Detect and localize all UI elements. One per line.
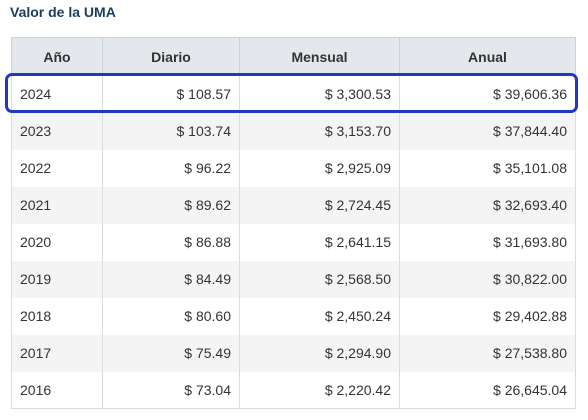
cell-year: 2021 — [11, 186, 103, 224]
cell-year: 2018 — [11, 297, 103, 335]
cell-annual: $ 26,645.04 — [399, 371, 576, 409]
cell-annual: $ 32,693.40 — [399, 186, 576, 224]
cell-annual: $ 27,538.80 — [399, 334, 576, 372]
page-title: Valor de la UMA — [10, 4, 116, 20]
table-row: 2020 $ 86.88 $ 2,641.15 $ 31,693.80 — [11, 223, 576, 261]
cell-year: 2016 — [11, 371, 103, 409]
cell-year: 2024 — [11, 75, 103, 113]
cell-year: 2023 — [11, 112, 103, 150]
table-row: 2022 $ 96.22 $ 2,925.09 $ 35,101.08 — [11, 149, 576, 187]
cell-annual: $ 29,402.88 — [399, 297, 576, 335]
table-row: 2018 $ 80.60 $ 2,450.24 $ 29,402.88 — [11, 297, 576, 335]
table-row: 2024 $ 108.57 $ 3,300.53 $ 39,606.36 — [11, 75, 576, 113]
table-row: 2021 $ 89.62 $ 2,724.45 $ 32,693.40 — [11, 186, 576, 224]
cell-daily: $ 75.49 — [102, 334, 240, 372]
cell-monthly: $ 2,294.90 — [239, 334, 400, 372]
column-header-monthly: Mensual — [239, 37, 400, 76]
table-row: 2019 $ 84.49 $ 2,568.50 $ 30,822.00 — [11, 260, 576, 298]
cell-monthly: $ 2,925.09 — [239, 149, 400, 187]
cell-monthly: $ 2,220.42 — [239, 371, 400, 409]
cell-annual: $ 39,606.36 — [399, 75, 576, 113]
cell-daily: $ 89.62 — [102, 186, 240, 224]
cell-monthly: $ 2,641.15 — [239, 223, 400, 261]
header-row: Año Diario Mensual Anual — [11, 37, 576, 76]
cell-monthly: $ 3,300.53 — [239, 75, 400, 113]
table-row: 2016 $ 73.04 $ 2,220.42 $ 26,645.04 — [11, 371, 576, 409]
cell-daily: $ 84.49 — [102, 260, 240, 298]
cell-annual: $ 37,844.40 — [399, 112, 576, 150]
table-header: Año Diario Mensual Anual — [11, 37, 576, 76]
cell-daily: $ 96.22 — [102, 149, 240, 187]
cell-annual: $ 30,822.00 — [399, 260, 576, 298]
cell-monthly: $ 2,568.50 — [239, 260, 400, 298]
table-row: 2023 $ 103.74 $ 3,153.70 $ 37,844.40 — [11, 112, 576, 150]
column-header-year: Año — [11, 37, 103, 76]
column-header-daily: Diario — [102, 37, 240, 76]
cell-daily: $ 73.04 — [102, 371, 240, 409]
cell-year: 2017 — [11, 334, 103, 372]
cell-monthly: $ 2,450.24 — [239, 297, 400, 335]
cell-annual: $ 35,101.08 — [399, 149, 576, 187]
cell-annual: $ 31,693.80 — [399, 223, 576, 261]
cell-daily: $ 103.74 — [102, 112, 240, 150]
cell-daily: $ 80.60 — [102, 297, 240, 335]
table-row: 2017 $ 75.49 $ 2,294.90 $ 27,538.80 — [11, 334, 576, 372]
cell-monthly: $ 3,153.70 — [239, 112, 400, 150]
cell-year: 2020 — [11, 223, 103, 261]
cell-daily: $ 86.88 — [102, 223, 240, 261]
column-header-annual: Anual — [399, 37, 576, 76]
cell-year: 2019 — [11, 260, 103, 298]
cell-daily: $ 108.57 — [102, 75, 240, 113]
table-body: 2024 $ 108.57 $ 3,300.53 $ 39,606.36 202… — [11, 75, 576, 409]
uma-table-container: Año Diario Mensual Anual 2024 $ 108.57 $… — [11, 37, 576, 409]
cell-monthly: $ 2,724.45 — [239, 186, 400, 224]
uma-table: Año Diario Mensual Anual 2024 $ 108.57 $… — [11, 37, 576, 409]
cell-year: 2022 — [11, 149, 103, 187]
